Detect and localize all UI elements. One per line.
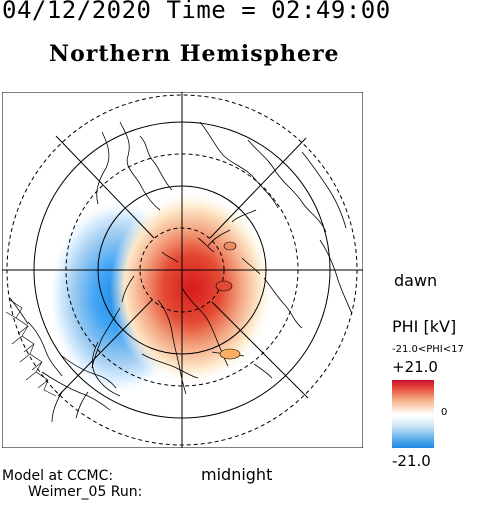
model-label: Model at CCMC: xyxy=(2,468,114,484)
island xyxy=(215,280,233,292)
island xyxy=(219,348,241,360)
meridian-line xyxy=(55,135,155,239)
island xyxy=(223,241,237,251)
colorbar-max-label: +21.0 xyxy=(392,358,438,376)
dawn-label: dawn xyxy=(394,271,438,290)
colorbar-zero-label: 0 xyxy=(441,407,448,418)
polar-potential-map xyxy=(2,92,363,448)
timestamp-header: 04/12/2020 Time = 02:49:00 xyxy=(2,0,391,24)
meridian-line xyxy=(57,299,153,397)
colorbar xyxy=(392,380,434,448)
meridian-line xyxy=(209,137,307,239)
meridian-line xyxy=(211,301,309,399)
hemisphere-title: Northern Hemisphere xyxy=(49,41,340,67)
coastlines xyxy=(9,121,353,423)
colorbar-min-label: -21.0 xyxy=(392,452,431,470)
boundary-grid xyxy=(5,299,57,397)
colorbar-range: -21.0<PHI<17 xyxy=(392,344,464,355)
run-label: Weimer_05 Run: xyxy=(28,484,143,500)
midnight-label: midnight xyxy=(201,465,273,484)
colorbar-title: PHI [kV] xyxy=(392,317,457,336)
